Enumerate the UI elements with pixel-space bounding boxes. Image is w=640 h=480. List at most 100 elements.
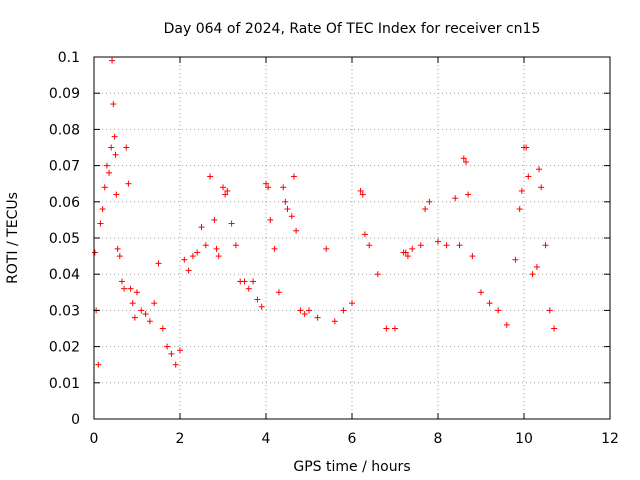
x-tick-label: 4 bbox=[262, 431, 271, 447]
y-tick-label: 0.07 bbox=[49, 159, 80, 175]
data-point bbox=[258, 303, 265, 310]
data-point bbox=[452, 195, 459, 202]
data-point bbox=[97, 220, 104, 227]
data-point bbox=[374, 271, 381, 278]
x-tick-label: 0 bbox=[90, 431, 99, 447]
data-point bbox=[536, 166, 543, 173]
data-point bbox=[402, 249, 409, 256]
data-point bbox=[357, 187, 364, 194]
data-point bbox=[110, 101, 117, 108]
data-point bbox=[422, 206, 429, 213]
data-point bbox=[495, 307, 502, 314]
data-point bbox=[460, 155, 467, 162]
data-point bbox=[168, 350, 175, 357]
data-point bbox=[220, 184, 226, 191]
data-point bbox=[265, 184, 272, 191]
data-point bbox=[207, 173, 214, 180]
data-point bbox=[159, 325, 166, 332]
x-tick-label: 8 bbox=[434, 431, 443, 447]
data-point bbox=[215, 253, 222, 260]
y-tick-labels: 0 0.01 0.02 0.03 0.04 0.05 0.06 0.07 0.08 0.09 0.1 bbox=[49, 50, 80, 428]
data-point bbox=[323, 245, 330, 252]
data-point bbox=[177, 347, 183, 354]
data-point bbox=[486, 300, 493, 307]
data-point bbox=[271, 245, 278, 252]
y-tick-label: 0.06 bbox=[49, 195, 80, 211]
data-point bbox=[113, 191, 120, 198]
data-point bbox=[106, 169, 113, 176]
axis-ticks bbox=[93, 56, 611, 420]
data-point bbox=[250, 278, 257, 285]
data-point bbox=[224, 187, 231, 194]
data-point bbox=[314, 314, 321, 321]
data-point bbox=[134, 289, 140, 296]
data-point bbox=[172, 361, 179, 368]
data-point bbox=[241, 278, 248, 285]
data-point bbox=[109, 57, 116, 64]
data-point bbox=[254, 296, 261, 303]
y-tick-label: 0.05 bbox=[49, 231, 80, 247]
data-point bbox=[211, 216, 218, 223]
x-tick-label: 2 bbox=[176, 431, 185, 447]
y-tick-label: 0.01 bbox=[49, 376, 80, 392]
data-point bbox=[99, 206, 106, 213]
data-point bbox=[361, 231, 368, 238]
data-point bbox=[267, 216, 274, 223]
data-point bbox=[392, 325, 398, 332]
data-point bbox=[538, 184, 545, 191]
data-point bbox=[518, 187, 525, 194]
y-tick-label: 0.03 bbox=[49, 303, 80, 319]
data-point bbox=[340, 307, 347, 314]
data-point bbox=[478, 289, 484, 296]
data-point bbox=[155, 260, 162, 267]
data-point bbox=[91, 249, 98, 256]
data-point bbox=[435, 238, 441, 245]
data-point bbox=[383, 325, 390, 332]
data-point bbox=[213, 245, 220, 252]
data-point bbox=[123, 144, 130, 151]
data-point bbox=[112, 151, 119, 158]
data-point bbox=[306, 307, 312, 314]
data-point bbox=[465, 191, 472, 198]
y-tick-label: 0 bbox=[71, 412, 80, 428]
data-point bbox=[129, 300, 136, 307]
x-axis-label: GPS time / hours bbox=[293, 459, 410, 475]
data-point bbox=[404, 253, 411, 260]
data-point bbox=[280, 184, 287, 191]
data-point bbox=[146, 318, 153, 325]
data-point bbox=[228, 220, 235, 227]
data-point bbox=[118, 278, 125, 285]
data-point bbox=[275, 289, 282, 296]
data-point bbox=[127, 285, 134, 292]
data-point bbox=[142, 311, 149, 318]
data-point bbox=[282, 198, 289, 205]
data-point bbox=[222, 191, 229, 198]
data-point bbox=[95, 361, 102, 368]
y-tick-label: 0.08 bbox=[49, 122, 80, 138]
chart-title: Day 064 of 2024, Rate Of TEC Index for r… bbox=[164, 21, 541, 37]
data-point bbox=[181, 256, 188, 263]
data-point bbox=[290, 173, 297, 180]
data-point bbox=[101, 184, 108, 191]
data-point bbox=[164, 343, 171, 350]
data-point bbox=[116, 253, 123, 260]
data-point bbox=[114, 245, 121, 252]
data-point bbox=[456, 242, 463, 249]
data-point bbox=[103, 162, 110, 169]
data-point bbox=[331, 318, 338, 325]
data-point bbox=[263, 180, 269, 187]
data-point bbox=[426, 198, 433, 205]
data-point bbox=[288, 213, 295, 220]
data-point bbox=[417, 242, 424, 249]
data-point bbox=[551, 325, 558, 332]
data-point bbox=[202, 242, 209, 249]
data-point bbox=[245, 285, 252, 292]
data-point bbox=[349, 300, 355, 307]
y-axis-label: ROTI / TECUs bbox=[5, 192, 21, 284]
y-tick-label: 0.1 bbox=[58, 50, 80, 66]
x-tick-labels: 0 2 4 6 8 10 12 bbox=[90, 431, 619, 447]
data-point bbox=[546, 307, 553, 314]
data-point bbox=[121, 285, 128, 292]
